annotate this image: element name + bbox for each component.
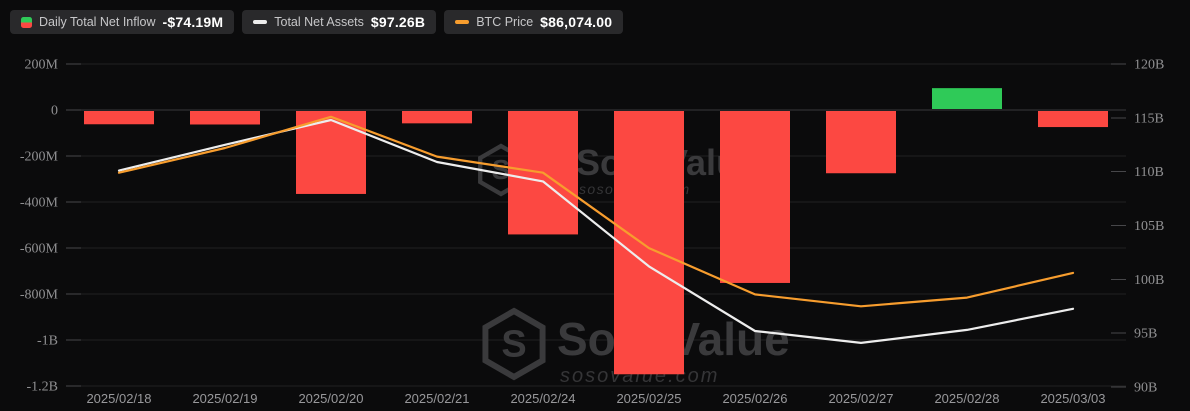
bar-2025/02/28 bbox=[932, 88, 1002, 109]
bar-2025/02/19 bbox=[190, 111, 260, 125]
watermark-logo-hexagon-icon bbox=[482, 307, 546, 381]
right-axis-label: 115B bbox=[1134, 111, 1164, 126]
legend-value: $97.26B bbox=[370, 14, 426, 30]
left-axis-label: -1.2B bbox=[27, 380, 59, 395]
left-axis-label: 0 bbox=[51, 104, 58, 119]
legend-item-btc-price[interactable]: BTC Price $86,074.00 bbox=[444, 10, 624, 34]
legend-item-total-net-assets[interactable]: Total Net Assets $97.26B bbox=[242, 10, 437, 34]
bar-2025/02/18 bbox=[84, 111, 154, 125]
x-axis-date-label: 2025/02/27 bbox=[828, 391, 893, 406]
x-axis-date-label: 2025/02/19 bbox=[192, 391, 257, 406]
bar-2025/02/21 bbox=[402, 111, 472, 124]
right-axis-label: 105B bbox=[1134, 219, 1164, 234]
watermark-logo-s-icon: S bbox=[501, 324, 526, 366]
right-axis-label: 110B bbox=[1134, 165, 1164, 180]
left-axis-label: -200M bbox=[20, 150, 59, 165]
left-axis-label: -600M bbox=[20, 242, 59, 257]
x-axis-date-label: 2025/02/24 bbox=[510, 391, 575, 406]
net-assets-line-dash-icon bbox=[253, 20, 268, 24]
bar-2025/03/03 bbox=[1038, 111, 1108, 128]
x-axis-date-label: 2025/02/18 bbox=[86, 391, 151, 406]
left-axis-label: -1B bbox=[37, 334, 58, 349]
legend-value: $86,074.00 bbox=[540, 14, 613, 30]
right-axis-label: 120B bbox=[1134, 58, 1164, 73]
left-axis-label: -800M bbox=[20, 288, 59, 303]
legend-label: BTC Price bbox=[476, 15, 534, 29]
legend-value: -$74.19M bbox=[162, 14, 224, 30]
legend: Daily Total Net Inflow -$74.19M Total Ne… bbox=[10, 10, 624, 34]
left-axis-label: 200M bbox=[25, 58, 59, 73]
x-axis-date-label: 2025/03/03 bbox=[1040, 391, 1105, 406]
legend-label: Daily Total Net Inflow bbox=[39, 15, 156, 29]
x-axis-date-label: 2025/02/25 bbox=[616, 391, 681, 406]
right-axis-label: 95B bbox=[1134, 327, 1157, 342]
legend-label: Total Net Assets bbox=[274, 15, 364, 29]
btc-price-line-dash-icon bbox=[455, 20, 470, 24]
right-axis-label: 90B bbox=[1134, 381, 1157, 396]
x-axis-date-label: 2025/02/21 bbox=[404, 391, 469, 406]
btc-price-line bbox=[117, 115, 1075, 308]
bar-2025/02/26 bbox=[720, 111, 790, 283]
watermark-logo-s-icon: S bbox=[492, 154, 510, 185]
x-axis-date-label: 2025/02/28 bbox=[934, 391, 999, 406]
right-axis-label: 100B bbox=[1134, 273, 1164, 288]
bar-2025/02/27 bbox=[826, 111, 896, 174]
left-axis-label: -400M bbox=[20, 196, 59, 211]
inflow-split-square-icon bbox=[21, 16, 32, 28]
x-axis-date-label: 2025/02/20 bbox=[298, 391, 363, 406]
legend-item-daily-net-inflow[interactable]: Daily Total Net Inflow -$74.19M bbox=[10, 10, 235, 34]
x-axis-date-label: 2025/02/26 bbox=[722, 391, 787, 406]
bar-2025/02/25 bbox=[614, 111, 684, 375]
